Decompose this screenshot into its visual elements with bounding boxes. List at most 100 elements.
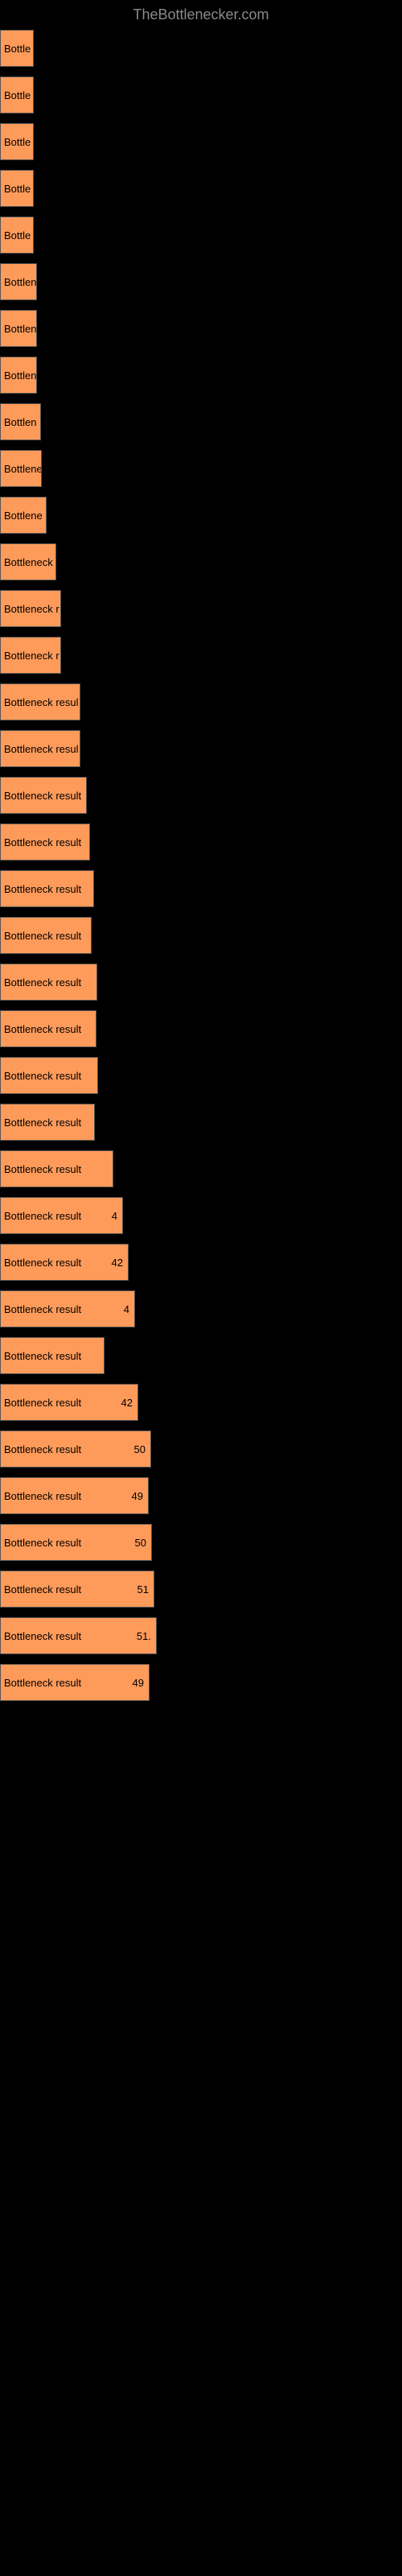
bar-value: 50 <box>135 1537 146 1549</box>
bar-row: Bottleneck result 42 <box>0 1244 402 1281</box>
bottleneck-bar: Bottleneck result <box>0 1057 98 1094</box>
bar-label: Bottle <box>1 43 31 55</box>
bar-row: Bottle <box>0 217 402 254</box>
bottleneck-bar: Bottleneck <box>0 543 56 580</box>
bottleneck-bar: Bottleneck result <box>0 870 94 907</box>
bar-row: Bottle <box>0 123 402 160</box>
bar-value: 4 <box>112 1210 117 1222</box>
bar-label: Bottleneck result <box>1 1023 81 1035</box>
bar-row: Bottleneck result <box>0 1104 402 1141</box>
bottleneck-bar: Bottleneck result <box>0 824 90 861</box>
bar-row: Bottle <box>0 30 402 67</box>
bar-row: Bottlen <box>0 403 402 440</box>
bar-label: Bottleneck r <box>1 650 59 662</box>
bottleneck-bar: Bottlen <box>0 357 37 394</box>
bar-value: 50 <box>134 1443 146 1455</box>
bar-label: Bottlene <box>1 510 43 522</box>
bottleneck-bar-chart: Bottle Bottle Bottle Bottle Bottle Bottlen Bot… <box>0 27 402 1701</box>
bottleneck-bar: Bottleneck result 49 <box>0 1664 150 1701</box>
bar-row: Bottlen <box>0 263 402 300</box>
bar-row: Bottleneck result <box>0 870 402 907</box>
bottleneck-bar: Bottlen <box>0 310 37 347</box>
bar-label: Bottleneck result <box>1 1583 81 1596</box>
bar-label: Bottleneck result <box>1 1677 81 1689</box>
bottleneck-bar: Bottle <box>0 123 34 160</box>
bottleneck-bar: Bottleneck r <box>0 637 61 674</box>
bar-label: Bottleneck resul <box>1 743 79 755</box>
bar-row: Bottlene <box>0 497 402 534</box>
bar-label: Bottleneck result <box>1 1490 81 1502</box>
bar-row: Bottleneck result 50 <box>0 1524 402 1561</box>
bar-row: Bottleneck result <box>0 1057 402 1094</box>
bar-label: Bottleneck result <box>1 1537 81 1549</box>
bar-label: Bottle <box>1 229 31 242</box>
bar-label: Bottleneck result <box>1 1350 81 1362</box>
bottleneck-bar: Bottlene <box>0 450 42 487</box>
bottleneck-bar: Bottlen <box>0 403 41 440</box>
bottleneck-bar: Bottle <box>0 30 34 67</box>
bar-label: Bottle <box>1 89 31 101</box>
bottleneck-bar: Bottleneck result <box>0 1337 105 1374</box>
bottleneck-bar: Bottleneck result4 <box>0 1290 135 1327</box>
bottleneck-bar: Bottleneck result <box>0 1104 95 1141</box>
bar-label: Bottleneck r <box>1 603 59 615</box>
bar-row: Bottleneck result 49 <box>0 1664 402 1701</box>
bottleneck-bar: Bottleneck result <box>0 1150 113 1187</box>
bottleneck-bar: Bottleneck result <box>0 1010 96 1047</box>
bar-value: 51. <box>137 1630 151 1642</box>
bar-label: Bottleneck result <box>1 1397 81 1409</box>
bar-row: Bottle <box>0 76 402 114</box>
bar-label: Bottlen <box>1 323 36 335</box>
bottleneck-bar: Bottle <box>0 217 34 254</box>
bar-value: 51 <box>137 1583 149 1596</box>
bar-label: Bottleneck result <box>1 883 81 895</box>
bar-row: Bottle <box>0 170 402 207</box>
bottleneck-bar: Bottleneck resul <box>0 683 80 720</box>
bar-label: Bottle <box>1 136 31 148</box>
bar-row: Bottleneck result <box>0 824 402 861</box>
bar-row: Bottleneck result 50 <box>0 1430 402 1468</box>
bar-row: Bottleneck result 42 <box>0 1384 402 1421</box>
bottleneck-bar: Bottle <box>0 76 34 114</box>
bottleneck-bar: Bottleneck result 51. <box>0 1617 157 1654</box>
bottleneck-bar: Bottleneck r <box>0 590 61 627</box>
bar-label: Bottleneck result <box>1 1630 81 1642</box>
bar-label: Bottleneck result <box>1 1210 81 1222</box>
bar-label: Bottleneck result <box>1 1443 81 1455</box>
bottleneck-bar: Bottlene <box>0 497 47 534</box>
bar-row: Bottlene <box>0 450 402 487</box>
bottleneck-bar: Bottleneck result 51 <box>0 1571 154 1608</box>
bar-row: Bottleneck r <box>0 637 402 674</box>
bar-value: 42 <box>112 1257 123 1269</box>
bar-label: Bottlen <box>1 276 36 288</box>
bar-label: Bottleneck result <box>1 836 81 848</box>
bar-row: Bottleneck result 4 <box>0 1197 402 1234</box>
bottleneck-bar: Bottle <box>0 170 34 207</box>
bar-label: Bottleneck result <box>1 976 81 989</box>
bottleneck-bar: Bottleneck result 42 <box>0 1384 138 1421</box>
bottleneck-bar: Bottleneck result 50 <box>0 1430 151 1468</box>
bar-row: Bottleneck result <box>0 1337 402 1374</box>
bottleneck-bar: Bottleneck result <box>0 964 97 1001</box>
bar-row: Bottleneck r <box>0 590 402 627</box>
bar-row: Bottleneck resul <box>0 683 402 720</box>
bottleneck-bar: Bottleneck result 4 <box>0 1197 123 1234</box>
bar-label: Bottleneck result <box>1 1163 81 1175</box>
bar-value: 49 <box>133 1677 144 1689</box>
bottleneck-bar: Bottleneck result 42 <box>0 1244 129 1281</box>
bar-row: Bottleneck result 51. <box>0 1617 402 1654</box>
bar-row: Bottleneck result <box>0 777 402 814</box>
bottleneck-bar: Bottleneck result 50 <box>0 1524 152 1561</box>
bar-label: Bottlene <box>1 463 42 475</box>
bar-label: Bottleneck result <box>1 1257 81 1269</box>
bar-row: Bottleneck result <box>0 1150 402 1187</box>
bar-row: Bottleneck result49 <box>0 1477 402 1514</box>
site-header: TheBottlenecker.com <box>0 0 402 27</box>
bar-row: Bottleneck result <box>0 917 402 954</box>
site-title: TheBottlenecker.com <box>133 6 269 23</box>
bar-value: 42 <box>121 1397 133 1409</box>
bar-label: Bottle <box>1 183 31 195</box>
bottleneck-bar: Bottleneck resul <box>0 730 80 767</box>
bar-row: Bottlen <box>0 310 402 347</box>
bar-row: Bottlen <box>0 357 402 394</box>
